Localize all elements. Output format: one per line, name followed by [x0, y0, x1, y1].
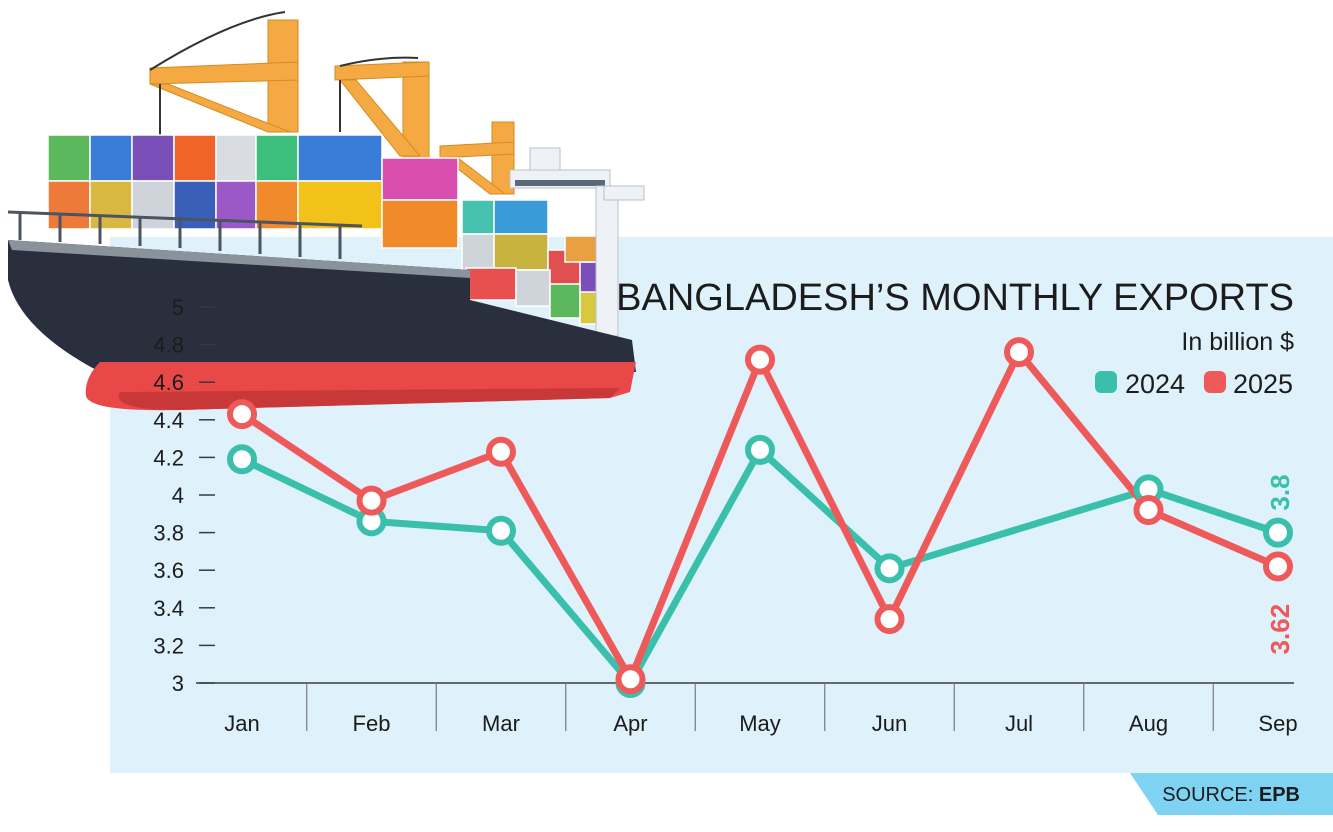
series-layer: [227, 337, 1293, 698]
x-tick-label: Jul: [1005, 711, 1033, 736]
y-axis: 3 3.2 3.4 3.6 3.8 4 4.2 4.4 4.6 4.8 5: [153, 295, 215, 696]
y-tick-label: 3.6: [153, 558, 184, 583]
y-tick-label: 4.4: [153, 408, 184, 433]
x-tick-label: Aug: [1129, 711, 1168, 736]
end-label-2024: 3.8: [1265, 474, 1295, 510]
point-2024-jun: [874, 553, 905, 584]
point-2024-mar: [486, 515, 516, 546]
end-label-2025: 3.62: [1265, 604, 1295, 655]
point-2025-jul: [1004, 337, 1034, 368]
point-2025-mar: [486, 436, 516, 467]
point-2024-may: [745, 434, 775, 465]
source-band: SOURCE: EPB: [1130, 773, 1333, 815]
y-tick-label: 4.6: [153, 370, 184, 395]
y-tick-label: 4: [172, 483, 184, 508]
point-2024-sep: [1263, 517, 1293, 548]
y-tick-label: 4.8: [153, 333, 184, 358]
point-2025-jun: [874, 604, 905, 635]
legend: 2024 2025: [1095, 369, 1293, 399]
chart-title: BANGLADESH’S MONTHLY EXPORTS: [616, 277, 1294, 319]
x-tick-label: May: [739, 711, 781, 736]
x-axis: Jan Feb Mar Apr May Jun Jul Aug Sep: [196, 682, 1298, 736]
legend-swatch-2025: [1204, 371, 1226, 393]
legend-label-2025: 2025: [1233, 369, 1293, 399]
y-tick-label: 3: [172, 671, 184, 696]
y-tick-label: 3.2: [153, 633, 184, 658]
x-tick-label: Jan: [224, 711, 259, 736]
cargo-ship-illustration: [7, 11, 645, 411]
series-line-2024: [238, 446, 1282, 687]
x-tick-label: Mar: [482, 711, 520, 736]
source-prefix: SOURCE:: [1162, 784, 1253, 806]
point-2025-apr: [615, 664, 646, 695]
point-2025-jan: [227, 399, 257, 430]
y-tick-label: 3.4: [153, 596, 184, 621]
point-2024-jan: [227, 444, 257, 475]
source-label: SOURCE: EPB: [1162, 784, 1300, 806]
legend-label-2024: 2024: [1125, 369, 1185, 399]
end-labels: 3.8 3.62: [1265, 474, 1295, 654]
point-2025-aug: [1133, 495, 1164, 526]
y-tick-label: 5: [172, 295, 184, 320]
point-2025-may: [745, 344, 775, 375]
y-tick-label: 4.2: [153, 445, 184, 470]
x-tick-label: Jun: [872, 711, 907, 736]
point-2025-feb: [356, 485, 387, 516]
chart-subtitle: In billion $: [1181, 328, 1294, 356]
x-tick-label: Apr: [613, 711, 647, 736]
y-tick-label: 3.8: [153, 521, 184, 546]
x-tick-label: Feb: [353, 711, 391, 736]
legend-swatch-2024: [1095, 371, 1117, 393]
point-2025-sep: [1263, 551, 1293, 582]
x-tick-label: Sep: [1258, 711, 1297, 736]
source-name: EPB: [1259, 784, 1300, 806]
